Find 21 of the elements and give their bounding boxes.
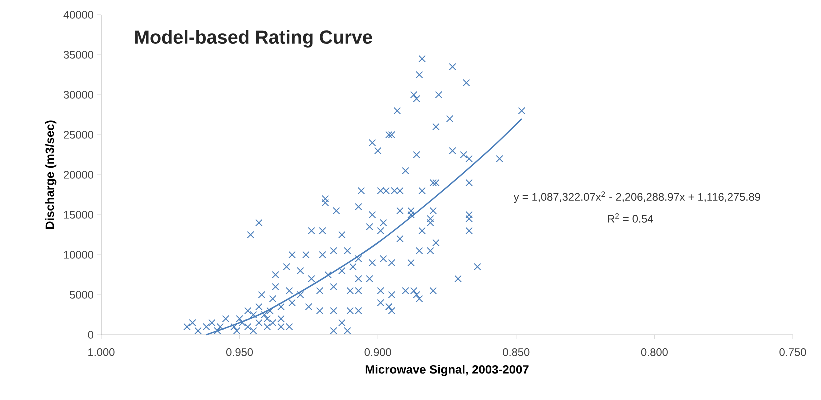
- y-tick-label: 20000: [64, 171, 94, 179]
- y-axis-title: Discharge (m3/sec): [45, 120, 57, 230]
- annotation: y = 1,087,322.07x$^{2}$ - 2,206,288.97x + 1,116,275.89: [514, 192, 760, 204]
- y-tick-label: 15000: [64, 211, 94, 219]
- x-tick-label: 0.750: [780, 348, 806, 356]
- x-tick-label: 0.850: [503, 348, 530, 356]
- y-tick-label: 5000: [70, 291, 94, 299]
- y-tick-label: 40000: [64, 11, 94, 19]
- x-tick-label: 1.000: [88, 348, 115, 356]
- y-tick-label: 25000: [64, 131, 94, 139]
- x-tick-label: 0.900: [364, 348, 392, 356]
- y-tick-label: 0: [88, 331, 94, 339]
- text: Model-based Rating Curve: [136, 30, 372, 48]
- x-tick-label: 0.950: [226, 348, 254, 356]
- y-tick-label: 30000: [64, 91, 94, 99]
- annotation: R$^{2}$ = 0.54: [608, 213, 654, 223]
- line-series: [206, 118, 523, 336]
- y-tick-label: 10000: [64, 251, 94, 259]
- x-axis-title: Microwave Signal, 2003-2007: [366, 365, 529, 376]
- x-tick-label: 0.800: [641, 348, 668, 356]
- y-tick-label: 35000: [64, 51, 94, 59]
